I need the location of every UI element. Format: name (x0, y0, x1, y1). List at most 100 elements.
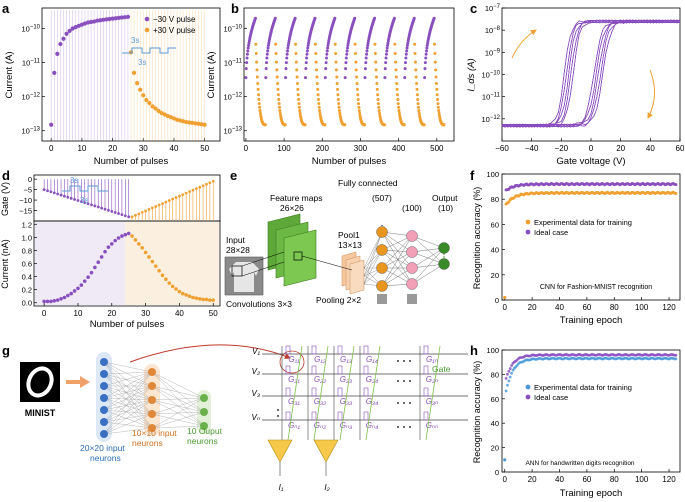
b-point-depression (337, 102, 341, 106)
b-point-potentiation (365, 46, 369, 50)
c-transfer-curve-reverse (501, 19, 681, 128)
c-transfer-curve-reverse (501, 19, 681, 128)
d-gate-tick-label: −10 (19, 196, 32, 205)
b-point-depression (314, 60, 318, 64)
a-point (116, 15, 121, 20)
c-transfer-curve-forward (501, 19, 681, 128)
g-connection (103, 397, 153, 415)
e-bias-unit (377, 294, 387, 304)
b-point-depression (334, 60, 338, 64)
c-transfer-curve-forward (501, 19, 681, 128)
d-xtick-label: 30 (141, 309, 150, 318)
g-connection (103, 371, 153, 411)
c-transfer-curve-forward (501, 19, 681, 128)
a-point (64, 31, 69, 36)
b-point-potentiation (404, 61, 408, 65)
g-dots (409, 426, 411, 428)
h-caption: ANN for handwritten digits recognition (525, 460, 634, 467)
d-point (133, 238, 138, 242)
d-gate-point-neg (123, 214, 127, 218)
b-point-depression (334, 52, 338, 56)
e-neuron (406, 246, 418, 258)
d-point (153, 264, 158, 268)
d-gate-tick-label: 0 (28, 175, 32, 184)
b-point-depression (297, 105, 301, 109)
b-point-potentiation (424, 56, 428, 60)
b-point-potentiation (305, 49, 309, 53)
g-device (285, 411, 291, 421)
b-point-depression (354, 60, 358, 64)
g-output-neurons-label: 10 Ouput neurons (187, 426, 224, 446)
b-point-depression (257, 102, 261, 106)
d-point (59, 297, 63, 301)
panel-letter-b: b (231, 1, 239, 16)
b-point-depression (338, 111, 342, 115)
b-point-potentiation (344, 61, 348, 65)
c-transfer-curve-reverse (501, 19, 681, 128)
d-gate-point-pos (171, 197, 175, 201)
c-transfer-curve-forward (501, 19, 681, 128)
b-point-depression (415, 93, 419, 97)
g-connection (103, 371, 153, 399)
g-gate-line (287, 345, 303, 441)
b-point-depression (417, 111, 421, 115)
d-gate-point-pos (130, 215, 134, 219)
c-transfer-curve-forward (501, 19, 681, 128)
d-gate-point-neg (107, 208, 110, 212)
b-point-depression (257, 97, 261, 101)
d-gate-point-pos (144, 209, 148, 213)
d-point (170, 284, 175, 289)
d-cur-tick-label: 0.0 (22, 299, 32, 308)
c-ytick-label: 10−8 (485, 26, 501, 35)
a-point (119, 15, 124, 20)
g-device (311, 345, 317, 355)
b-point-depression (333, 42, 337, 46)
b-point-potentiation (353, 16, 357, 20)
a-point (138, 87, 143, 92)
e-output-n3: (10) (438, 203, 453, 213)
d-gate-point-pos (174, 196, 178, 199)
c-transfer-curve-forward (501, 19, 681, 128)
b-point-depression (394, 60, 398, 64)
b-point-depression (296, 87, 300, 91)
g-crossbar: V₁ G₁₁ G₁₂ G₁₃ G₁₄ G₁ₙ V₂ G₂₁ G₂₂ G₂₃ G₂₄ G₂ₙ V₃ G₃₁ G… (251, 345, 468, 492)
tick-exp: −12 (232, 93, 243, 99)
g-hid-1: 10×10 input (132, 428, 177, 438)
h-point (510, 364, 513, 367)
b-point-potentiation (383, 76, 387, 80)
d-gate-point-neg (103, 207, 107, 211)
b-point-potentiation (425, 49, 429, 53)
d-gate-point-neg (66, 195, 70, 199)
b-xtick-label: 400 (392, 144, 406, 153)
c-transfer-curve-reverse (501, 19, 681, 128)
b-point-depression (316, 87, 320, 91)
e-fc-label: Fully connected (338, 178, 398, 188)
g-device (423, 365, 429, 375)
g-conductance-label: G₁₂ (314, 355, 326, 364)
b-point-depression (276, 82, 280, 86)
g-connection (103, 371, 153, 387)
b-point-potentiation (326, 46, 330, 50)
c-transfer-curve-reverse (501, 19, 681, 128)
a-point (107, 16, 112, 22)
g-device (337, 411, 343, 421)
g-conductance-label: G₂ₙ (426, 375, 438, 384)
b-point-potentiation (253, 16, 257, 20)
b-point-potentiation (412, 16, 416, 20)
c-transfer-curve-reverse (501, 19, 681, 128)
a-ytick-label: 10−12 (21, 93, 40, 102)
b-point-depression (323, 123, 327, 127)
d-gate-point-neg (59, 193, 63, 197)
d-point (69, 291, 73, 296)
c-transfer-curve-forward (501, 19, 681, 128)
g-output-neuron (200, 422, 208, 430)
a-xtick-label: 30 (139, 144, 148, 153)
b-point-depression (394, 75, 398, 79)
f-ytick-label: 40 (491, 246, 499, 255)
legend-neg-pulse: −30 V pulse (153, 15, 196, 24)
b-point-potentiation (404, 56, 408, 60)
g-device (311, 365, 317, 375)
b-point-potentiation (425, 43, 429, 47)
panel-h-marks: 0 20 40 60 80 100 0 20 40 60 80 100 120 (486, 346, 678, 484)
d-point (45, 299, 50, 304)
